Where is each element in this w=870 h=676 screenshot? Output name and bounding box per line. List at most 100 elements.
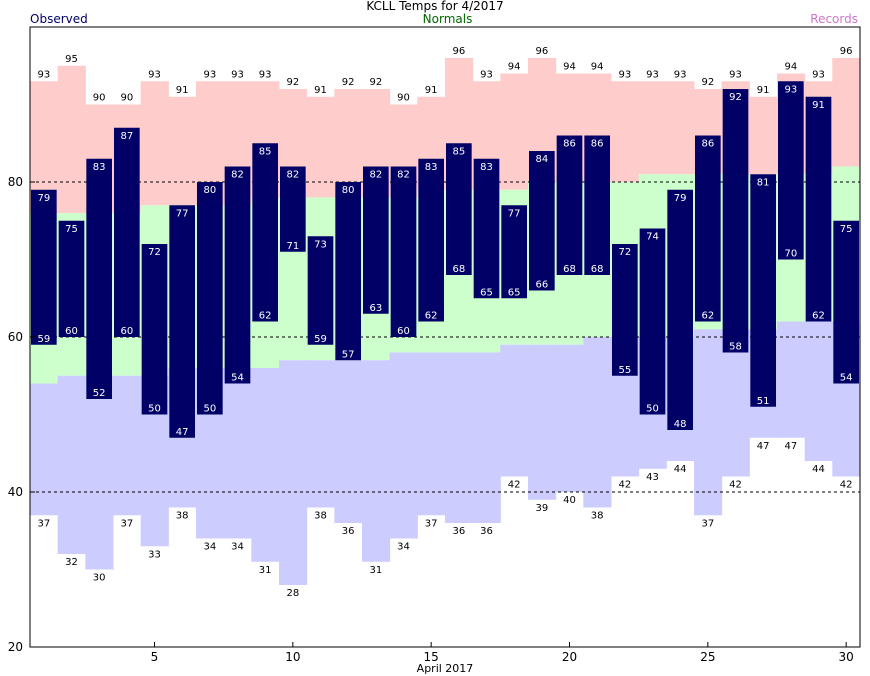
observed-high-label: 82 [397, 170, 410, 181]
record-low-band [113, 375, 142, 516]
record-high-label: 93 [618, 69, 631, 80]
record-low-band [279, 360, 308, 585]
observed-low-label: 50 [148, 404, 161, 415]
record-low-label: 42 [840, 480, 853, 491]
observed-high-label: 92 [729, 92, 742, 103]
record-low-label: 44 [674, 464, 687, 475]
record-low-band [472, 352, 501, 523]
observed-bar [31, 189, 57, 345]
observed-high-label: 72 [148, 247, 161, 258]
observed-high-label: 93 [784, 84, 797, 95]
observed-bar [750, 174, 776, 407]
record-low-band [694, 329, 723, 516]
record-high-label: 93 [480, 69, 493, 80]
record-low-band [85, 375, 114, 570]
record-low-band [30, 383, 59, 516]
observed-high-label: 87 [120, 131, 133, 142]
observed-high-label: 82 [369, 170, 382, 181]
x-tick-label: 25 [700, 650, 715, 664]
y-tick-label: 80 [8, 175, 23, 189]
record-low-label: 44 [812, 464, 825, 475]
chart-title: KCLL Temps for 4/2017 [366, 0, 504, 13]
observed-bar [529, 151, 555, 291]
observed-high-label: 83 [425, 162, 438, 173]
observed-high-label: 80 [203, 185, 216, 196]
record-high-label: 93 [729, 69, 742, 80]
observed-bar [335, 182, 361, 361]
record-high-band [334, 89, 363, 198]
observed-high-label: 79 [37, 193, 50, 204]
observed-high-label: 86 [563, 139, 576, 150]
observed-bar [114, 127, 140, 337]
observed-high-label: 86 [591, 139, 604, 150]
record-low-label: 34 [203, 542, 216, 553]
observed-low-label: 48 [674, 419, 687, 430]
observed-high-label: 81 [757, 177, 770, 188]
observed-bar [501, 205, 527, 299]
record-high-label: 96 [452, 46, 465, 57]
observed-bar [639, 228, 666, 415]
observed-bar [141, 244, 168, 415]
axes: 20 40 60 80 5 10 15 20 25 30 April 2017 [8, 26, 861, 675]
record-low-label: 38 [591, 511, 604, 522]
record-low-label: 42 [729, 480, 742, 491]
observed-high-label: 75 [840, 224, 853, 235]
observed-low-label: 59 [314, 334, 327, 345]
observed-low-label: 47 [176, 427, 189, 438]
observed-low-label: 62 [812, 311, 825, 322]
record-low-band [251, 368, 280, 562]
record-low-label: 39 [535, 503, 548, 514]
record-high-band [611, 81, 640, 182]
record-low-label: 37 [425, 518, 438, 529]
observed-low-label: 66 [535, 280, 548, 291]
observed-low-label: 63 [369, 303, 382, 314]
record-low-band [417, 352, 446, 516]
observed-high-label: 82 [286, 170, 299, 181]
observed-low-label: 68 [563, 264, 576, 275]
record-high-band [749, 96, 778, 175]
record-high-label: 94 [784, 62, 797, 73]
observed-bar [58, 220, 85, 337]
x-tick-label: 20 [562, 650, 577, 664]
record-high-label: 90 [93, 93, 106, 104]
record-low-band [362, 360, 391, 562]
record-low-label: 33 [148, 549, 161, 560]
observed-bar [667, 189, 693, 430]
observed-low-label: 62 [701, 311, 714, 322]
record-high-band [140, 81, 169, 206]
record-high-label: 93 [203, 69, 216, 80]
data-labels: 93 37 79 59 95 32 75 60 90 30 83 52 90 37 87 60 93 33 72 50… [37, 46, 852, 599]
normals-legend-label: Normals [422, 12, 473, 26]
observed-bar [805, 96, 832, 322]
record-high-label: 96 [840, 46, 853, 57]
record-low-label: 30 [93, 573, 106, 584]
observed-high-label: 80 [342, 185, 355, 196]
observed-low-label: 70 [784, 249, 797, 260]
record-low-band [804, 321, 833, 461]
observed-bar [584, 135, 610, 275]
record-low-band [583, 337, 612, 508]
record-low-label: 34 [397, 542, 410, 553]
observed-bar [778, 81, 804, 260]
record-low-label: 36 [342, 526, 355, 537]
observed-high-label: 83 [93, 162, 106, 173]
observed-low-label: 60 [397, 326, 410, 337]
observed-low-label: 65 [480, 287, 493, 298]
observed-bar [695, 135, 721, 322]
record-low-label: 36 [480, 526, 493, 537]
observed-low-label: 50 [646, 404, 659, 415]
observed-bar [169, 205, 195, 438]
record-high-label: 93 [231, 69, 244, 80]
observed-low-label: 54 [840, 373, 853, 384]
observed-low-label: 71 [286, 241, 299, 252]
x-axis-label: April 2017 [417, 662, 474, 675]
y-tick-label: 60 [8, 330, 23, 344]
observed-high-label: 77 [176, 208, 189, 219]
records-legend-label: Records [810, 12, 858, 26]
record-high-label: 94 [508, 62, 521, 73]
observed-bar [833, 220, 859, 384]
observed-low-label: 50 [203, 404, 216, 415]
record-high-label: 94 [591, 62, 604, 73]
record-high-label: 93 [812, 69, 825, 80]
